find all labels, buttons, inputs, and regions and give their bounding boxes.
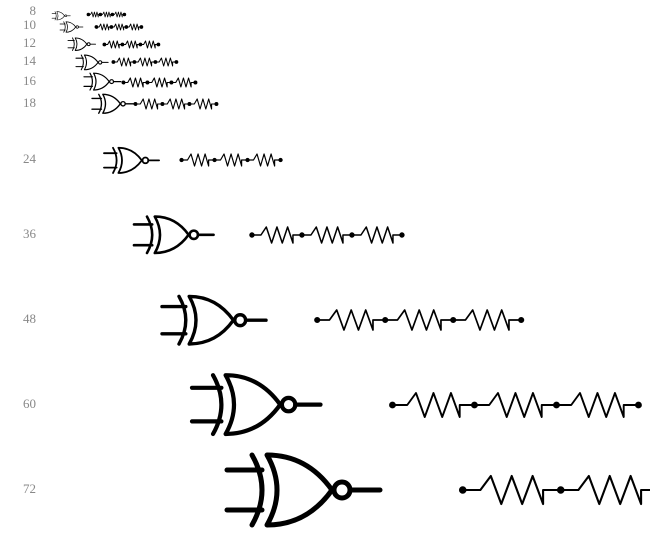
- resistor-chain-icon: [250, 224, 404, 251]
- size-label: 36: [6, 226, 36, 242]
- resistor-chain-icon: [122, 75, 197, 95]
- size-label: 14: [6, 53, 36, 69]
- resistor-chain-icon: [180, 151, 282, 174]
- size-label: 12: [6, 35, 36, 51]
- resistor-chain-icon: [103, 38, 160, 56]
- symbol-size-chart: 810121416182436486072: [0, 0, 650, 500]
- xnor-gate-icon: [162, 293, 266, 352]
- resistor-chain-icon: [134, 96, 218, 117]
- xnor-gate-icon: [134, 214, 214, 261]
- size-label: 16: [6, 73, 36, 89]
- xnor-gate-icon: [227, 450, 380, 535]
- resistor-chain-icon: [390, 390, 641, 425]
- size-label: 72: [6, 481, 36, 497]
- size-label: 24: [6, 151, 36, 167]
- xnor-gate-icon: [60, 20, 83, 38]
- size-label: 48: [6, 311, 36, 327]
- size-label: 10: [6, 17, 36, 33]
- resistor-chain-icon: [460, 473, 650, 512]
- xnor-gate-icon: [92, 93, 133, 120]
- xnor-gate-icon: [104, 146, 159, 180]
- resistor-chain-icon: [315, 307, 523, 338]
- size-label: 18: [6, 95, 36, 111]
- resistor-chain-icon: [95, 20, 143, 38]
- size-label: 60: [6, 396, 36, 412]
- resistor-chain-icon: [112, 55, 178, 74]
- xnor-gate-icon: [192, 371, 321, 443]
